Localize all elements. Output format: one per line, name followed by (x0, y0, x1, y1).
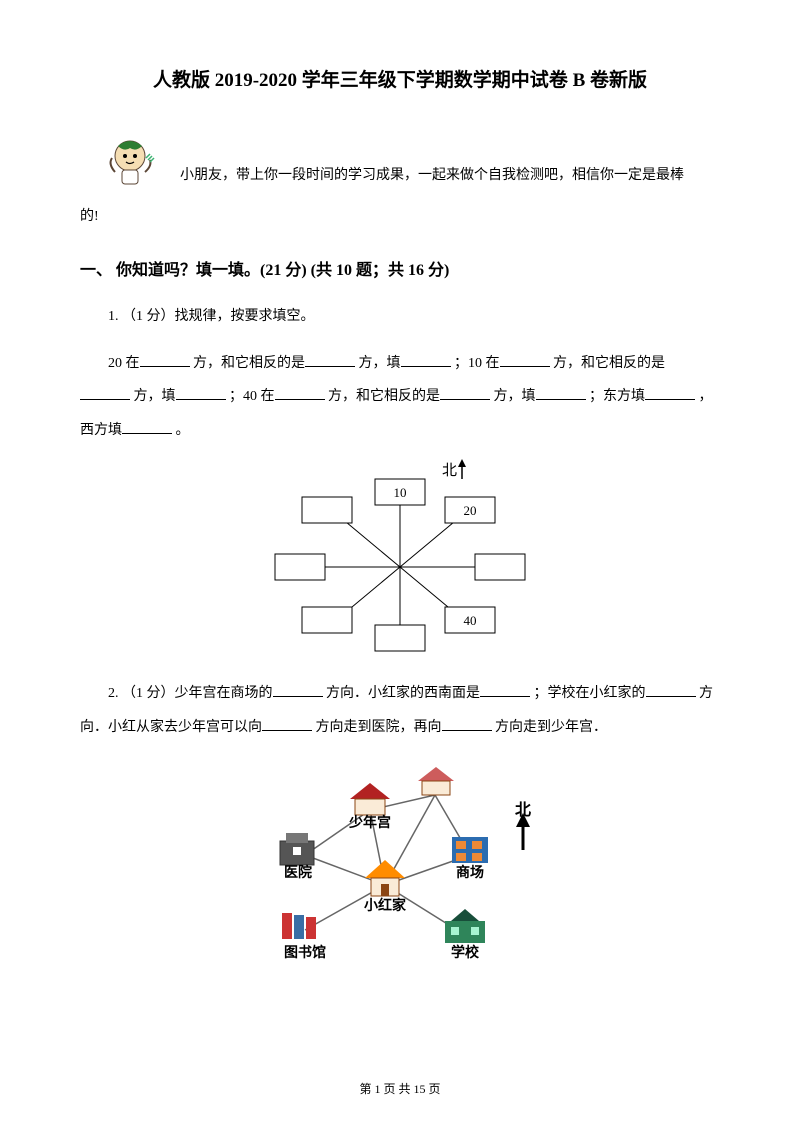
svg-text:商场: 商场 (456, 864, 484, 881)
svg-text:20: 20 (464, 503, 477, 518)
blank[interactable] (305, 350, 355, 367)
svg-text:少年宫: 少年宫 (348, 814, 391, 831)
blank[interactable] (480, 681, 530, 698)
page-footer: 第 1 页 共 15 页 (0, 1076, 800, 1102)
question-1-body: 20 在 方，和它相反的是 方，填 ；10 在 方，和它相反的是 方，填 ；40… (80, 347, 720, 448)
blank[interactable] (80, 383, 130, 400)
svg-text:小红家: 小红家 (364, 897, 407, 914)
page-title: 人教版 2019-2020 学年三年级下学期数学期中试卷 B 卷新版 (80, 60, 720, 102)
question-1-prefix: 1. （1 分）找规律，按要求填空。 (80, 302, 720, 333)
svg-text:10: 10 (394, 485, 407, 500)
blank[interactable] (646, 681, 696, 698)
q1-text: 。 (176, 423, 190, 438)
blank[interactable] (273, 681, 323, 698)
q2-text: ；学校在小红家的 (534, 686, 646, 701)
q1-text: 方，填 (494, 389, 536, 404)
q1-text: 方，填 (134, 389, 176, 404)
svg-text:学校: 学校 (451, 944, 480, 961)
blank[interactable] (645, 383, 695, 400)
svg-text:医院: 医院 (284, 864, 312, 881)
q2-text: 方向走到少年宫． (495, 720, 607, 735)
q1-text: ；40 在 (229, 389, 275, 404)
intro-row: 小朋友，带上你一段时间的学习成果，一起来做个自我检测吧，相信你一定是最棒 (80, 132, 720, 192)
blank[interactable] (176, 383, 226, 400)
mascot-icon (100, 132, 160, 192)
compass-diagram: 10 20 40 北 (240, 457, 560, 657)
q1-text: 20 在 (108, 356, 140, 371)
blank[interactable] (500, 350, 550, 367)
section-1-heading: 一、 你知道吗？填一填。(21 分) (共 10 题；共 16 分) (80, 253, 720, 288)
blank[interactable] (440, 383, 490, 400)
svg-text:40: 40 (464, 613, 477, 628)
map-diagram: 小红家 少年宫 医院 商场 图书馆 学校 北 (240, 755, 560, 965)
q1-text: 方，和它相反的是 (193, 356, 305, 371)
q2-prefix: 2. （1 分）少年宫在商场的 (108, 686, 273, 701)
intro-text-2: 的! (80, 202, 720, 233)
blank[interactable] (262, 714, 312, 731)
svg-text:图书馆: 图书馆 (284, 944, 326, 961)
blank[interactable] (536, 383, 586, 400)
intro-text-1: 小朋友，带上你一段时间的学习成果，一起来做个自我检测吧，相信你一定是最棒 (180, 161, 684, 192)
question-2-body: 2. （1 分）少年宫在商场的 方向．小红家的西南面是 ；学校在小红家的 方向．… (80, 677, 720, 744)
q1-text: 西方填 (80, 423, 122, 438)
q1-text: ；10 在 (454, 356, 500, 371)
q1-text: ， (699, 389, 713, 404)
q1-text: 方，和它相反的是 (553, 356, 665, 371)
svg-text:北: 北 (442, 462, 457, 479)
q2-text: 方向走到医院，再向 (316, 720, 442, 735)
q1-text: ；东方填 (589, 389, 645, 404)
blank[interactable] (122, 417, 172, 434)
q1-text: 方，填 (359, 356, 401, 371)
q2-text: 方向．小红家的西南面是 (326, 686, 480, 701)
blank[interactable] (275, 383, 325, 400)
blank[interactable] (401, 350, 451, 367)
q1-text: 方，和它相反的是 (328, 389, 440, 404)
blank[interactable] (442, 714, 492, 731)
blank[interactable] (140, 350, 190, 367)
